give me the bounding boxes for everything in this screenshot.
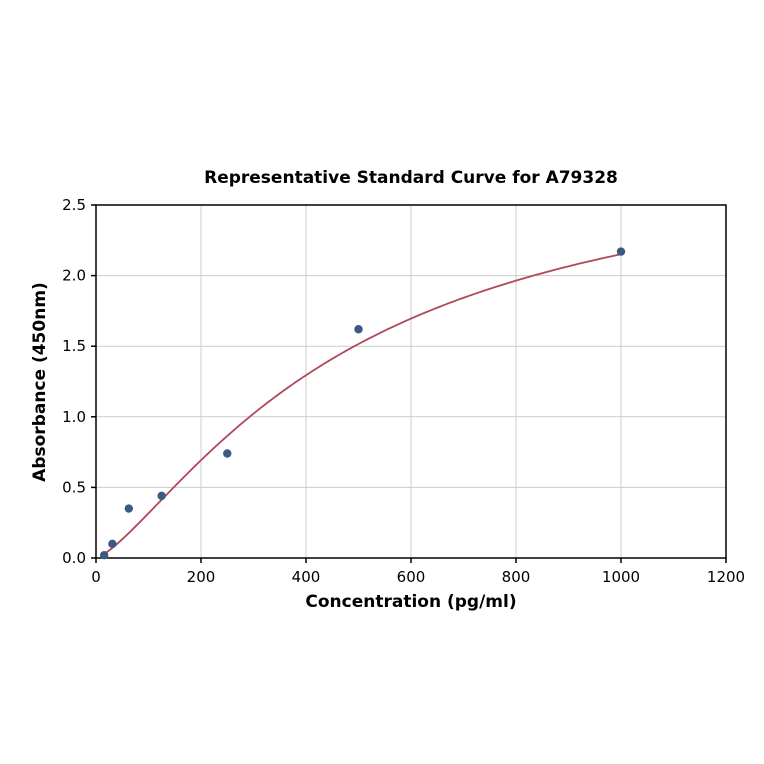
y-axis-label: Absorbance (450nm) bbox=[30, 282, 50, 482]
x-axis-label: Concentration (pg/ml) bbox=[305, 592, 517, 612]
y-tick-label: 2.5 bbox=[62, 196, 86, 214]
x-tick-label: 600 bbox=[397, 568, 426, 586]
x-tick-label: 800 bbox=[502, 568, 531, 586]
data-point bbox=[124, 504, 134, 513]
data-point bbox=[157, 491, 166, 501]
data-point bbox=[99, 550, 109, 560]
y-tick-label: 0.0 bbox=[62, 549, 86, 567]
fit-curve bbox=[99, 253, 622, 558]
data-point bbox=[354, 325, 363, 334]
y-tick-label: 2.0 bbox=[62, 267, 86, 285]
x-tick-label: 0 bbox=[91, 568, 101, 586]
y-tick-label: 0.5 bbox=[62, 478, 86, 496]
data-point bbox=[616, 247, 626, 256]
y-tick-label: 1.5 bbox=[62, 337, 86, 355]
x-tick-label: 1000 bbox=[602, 568, 640, 586]
data-point bbox=[108, 539, 117, 549]
x-tick-label: 1200 bbox=[707, 568, 745, 586]
chart-title: Representative Standard Curve for A79328 bbox=[204, 168, 618, 188]
y-tick-label: 1.0 bbox=[62, 408, 86, 426]
x-tick-label: 200 bbox=[187, 568, 216, 586]
data-point bbox=[223, 449, 232, 458]
x-tick-label: 400 bbox=[292, 568, 321, 586]
